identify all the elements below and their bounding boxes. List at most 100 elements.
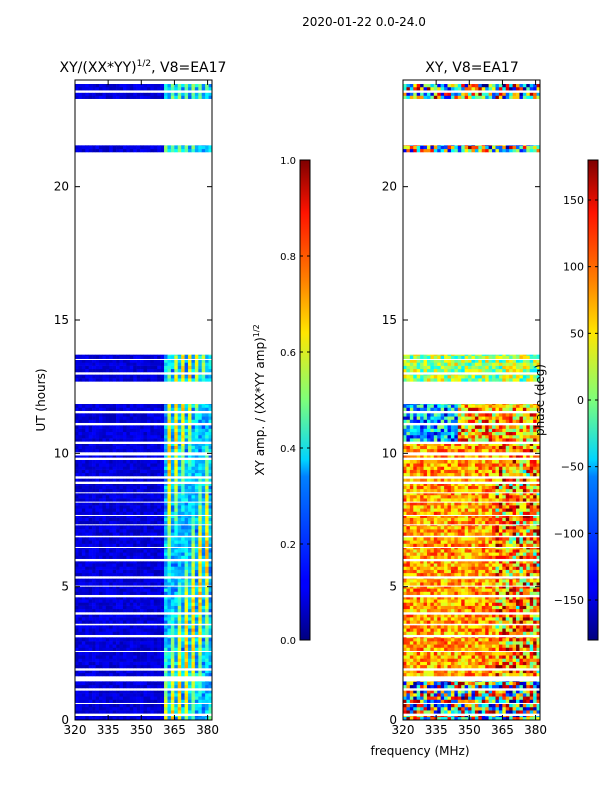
amp-cell bbox=[122, 540, 127, 544]
amp-cell bbox=[143, 374, 148, 376]
amp-cell bbox=[109, 145, 113, 150]
amp-cell bbox=[170, 502, 175, 506]
phase-cell bbox=[505, 693, 510, 697]
amp-cell bbox=[174, 511, 179, 515]
amp-cell bbox=[109, 631, 113, 635]
amp-cell bbox=[201, 488, 206, 493]
amp-cell bbox=[184, 494, 189, 499]
amp-cell bbox=[208, 617, 213, 621]
amp-cell bbox=[170, 543, 175, 547]
amp-cell bbox=[150, 561, 155, 564]
amp-cell bbox=[191, 413, 196, 417]
amp-cell bbox=[188, 540, 192, 544]
amp-cell bbox=[160, 549, 165, 553]
phase-cell bbox=[464, 661, 469, 666]
phase-cell bbox=[423, 664, 428, 669]
amp-cell bbox=[109, 690, 113, 694]
phase-cell bbox=[526, 710, 531, 714]
amp-cell bbox=[191, 716, 196, 721]
amp-cell bbox=[160, 485, 165, 490]
amp-cell bbox=[140, 699, 144, 703]
amp-cell bbox=[153, 699, 158, 703]
amp-cell bbox=[157, 569, 161, 574]
amp-cell bbox=[126, 599, 131, 603]
amp-cell bbox=[184, 145, 189, 146]
amp-cell bbox=[164, 529, 168, 533]
phase-cell bbox=[440, 716, 445, 721]
phase-cell bbox=[485, 704, 489, 708]
amp-cell bbox=[81, 641, 86, 645]
amp-cell bbox=[188, 617, 192, 621]
amp-cell bbox=[102, 505, 107, 509]
amp-cell bbox=[81, 561, 86, 564]
amp-cell bbox=[170, 710, 175, 714]
phase-cell bbox=[471, 704, 476, 708]
amp-cell bbox=[126, 485, 131, 490]
amp-cell bbox=[85, 431, 89, 436]
amp-cell bbox=[150, 549, 155, 553]
amp-cell bbox=[102, 561, 107, 564]
amp-cell bbox=[153, 444, 158, 446]
amp-cell bbox=[201, 625, 206, 629]
amp-cell bbox=[129, 605, 134, 610]
amp-cell bbox=[208, 569, 213, 574]
amp-cell bbox=[126, 438, 131, 442]
phase-cell bbox=[505, 672, 510, 677]
amp-cell bbox=[136, 448, 141, 453]
amp-cell bbox=[157, 537, 161, 541]
amp-cell bbox=[98, 520, 103, 525]
amp-cell bbox=[81, 407, 86, 411]
phase-cell bbox=[444, 684, 448, 689]
amp-cell bbox=[160, 620, 165, 624]
amp-cell bbox=[122, 637, 127, 639]
amp-cell bbox=[205, 704, 209, 708]
amp-cell bbox=[112, 374, 117, 376]
amp-cell bbox=[85, 588, 89, 592]
amp-cell bbox=[208, 469, 213, 474]
amp-cell bbox=[170, 578, 175, 583]
amp-cell bbox=[136, 578, 141, 580]
amp-cell bbox=[146, 520, 151, 525]
amp-cell bbox=[191, 620, 196, 624]
amp-cell bbox=[126, 684, 131, 689]
amp-cell bbox=[167, 374, 172, 376]
amp-cell bbox=[184, 425, 189, 429]
amp-cell bbox=[188, 455, 192, 458]
amp-cell bbox=[146, 644, 151, 648]
amp-cell bbox=[92, 637, 96, 639]
amp-cell bbox=[102, 355, 107, 359]
phase-cell bbox=[495, 706, 500, 711]
amp-cell bbox=[109, 672, 113, 677]
amp-cell bbox=[126, 696, 131, 700]
amp-cell bbox=[160, 505, 165, 509]
amp-cell bbox=[160, 354, 165, 356]
amp-cell bbox=[126, 631, 131, 635]
amp-cell bbox=[102, 569, 107, 574]
amp-cell bbox=[160, 637, 165, 642]
phase-cell bbox=[529, 699, 534, 703]
amp-cell bbox=[164, 620, 168, 624]
amp-cell bbox=[205, 445, 209, 450]
amp-cell bbox=[201, 425, 206, 429]
phase-cell bbox=[505, 706, 510, 711]
amp-cell bbox=[167, 543, 172, 547]
phase-cell bbox=[533, 661, 537, 666]
amp-cell bbox=[112, 588, 117, 592]
amp-cell bbox=[102, 566, 107, 570]
phase-cell bbox=[430, 684, 435, 689]
amp-cell bbox=[143, 525, 148, 527]
amp-cell bbox=[205, 710, 209, 714]
amp-cell bbox=[194, 416, 199, 420]
amp-cell bbox=[170, 597, 175, 600]
phase-cell bbox=[437, 696, 441, 700]
amp-cell bbox=[112, 488, 117, 493]
amp-cell bbox=[109, 438, 113, 442]
amp-cell bbox=[157, 460, 161, 464]
phase-cell bbox=[433, 672, 438, 677]
phase-cell bbox=[529, 716, 534, 721]
amp-cell bbox=[143, 631, 148, 635]
amp-cell bbox=[181, 597, 185, 600]
amp-cell bbox=[164, 602, 168, 606]
amp-cell bbox=[205, 516, 209, 518]
amp-cell bbox=[188, 466, 192, 470]
